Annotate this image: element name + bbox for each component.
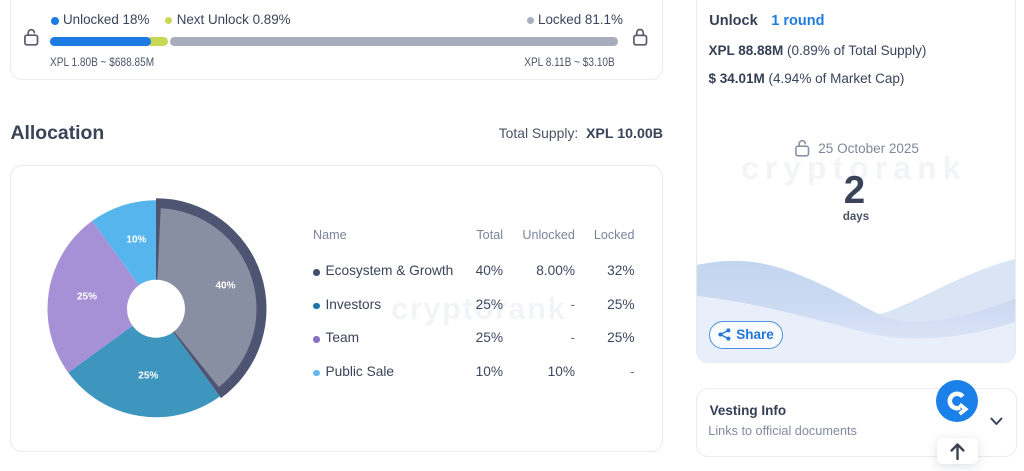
svg-text:40%: 40% — [215, 281, 235, 292]
svg-text:10%: 10% — [126, 235, 146, 246]
svg-text:25%: 25% — [77, 292, 97, 303]
svg-text:25%: 25% — [138, 371, 158, 382]
